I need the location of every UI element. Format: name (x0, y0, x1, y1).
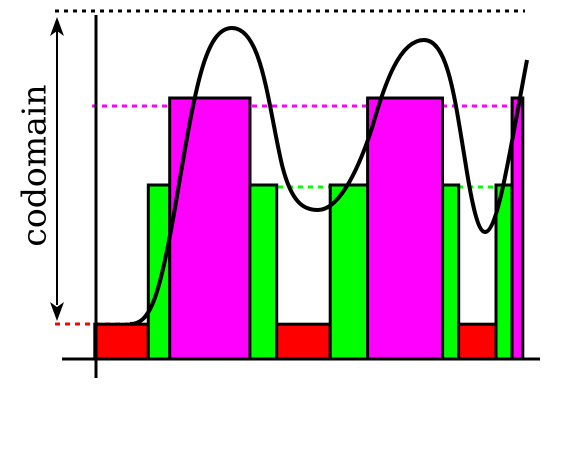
codomain-arrow-head-top (50, 17, 64, 36)
function-curve (129, 25, 529, 326)
codomain-arrow-head-bottom (50, 302, 64, 321)
bar-mid (248, 183, 279, 361)
bar-low (457, 322, 498, 361)
codomain-label: codomain (14, 83, 54, 247)
bar-high (366, 96, 445, 361)
bar-low (275, 322, 332, 361)
bar-mid (441, 183, 461, 361)
bars-group (93, 96, 525, 361)
bar-low (93, 322, 150, 361)
bar-mid (146, 183, 172, 361)
bar-mid (328, 183, 370, 361)
codomain-label-box: codomain (4, 80, 64, 250)
bar-high (168, 96, 252, 361)
